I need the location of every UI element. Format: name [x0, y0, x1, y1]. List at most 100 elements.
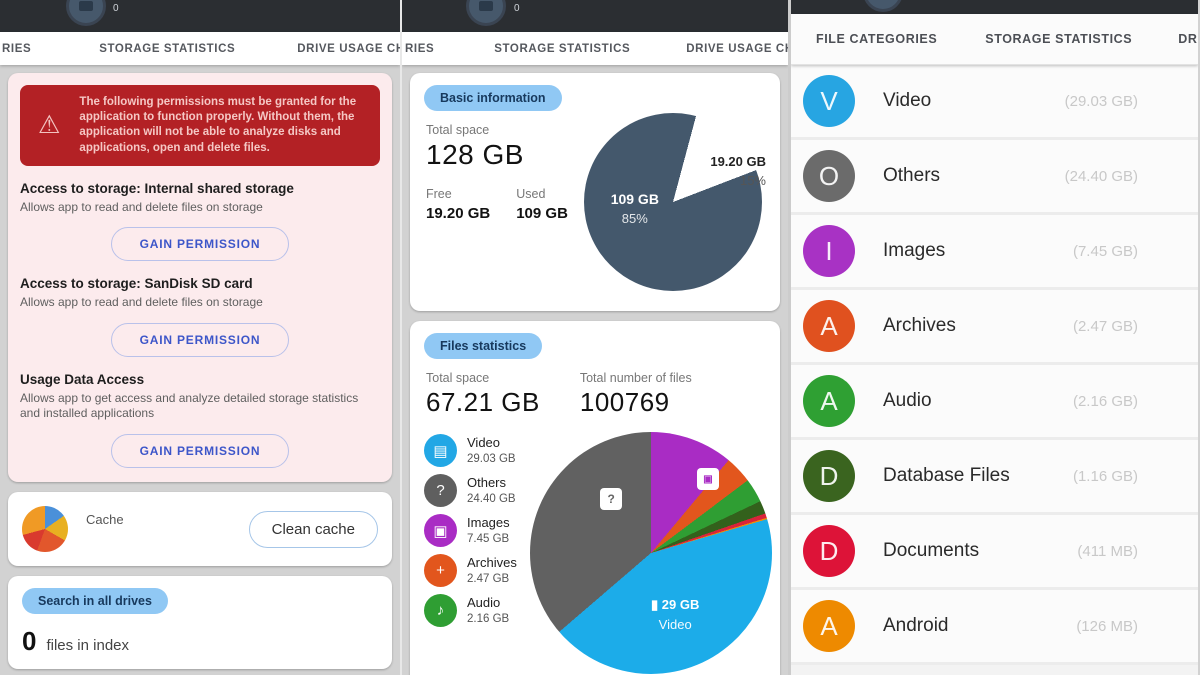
status-bar: [791, 0, 1198, 14]
tab-file-categories[interactable]: RIES: [405, 42, 435, 55]
list-item-documents[interactable]: D Documents (411 MB): [791, 515, 1198, 590]
tab-storage-statistics[interactable]: STORAGE STATISTICS: [985, 32, 1133, 46]
list-item-video[interactable]: V Video (29.03 GB): [791, 65, 1198, 140]
permission-section-internal: Access to storage: Internal shared stora…: [20, 181, 380, 262]
others-icon: ?: [424, 474, 457, 507]
tab-drive-usage-chart[interactable]: DRIVE USAGE CHART: [297, 42, 400, 55]
permissions-card: ⚠ The following permissions must be gran…: [8, 73, 392, 483]
basic-information-chip: Basic information: [424, 85, 562, 111]
tab-storage-statistics[interactable]: STORAGE STATISTICS: [99, 42, 236, 55]
app-badge-icon: [466, 0, 506, 26]
statistics-content: Basic information Total space 128 GB Fre…: [402, 65, 788, 675]
category-list: V Video (29.03 GB) O Others (24.40 GB) I…: [791, 65, 1198, 665]
legend-item-others: ? Others 24.40 GB: [424, 474, 528, 507]
panel-permissions: 0 RIES STORAGE STATISTICS DRIVE USAGE CH…: [0, 0, 400, 675]
used-label: Used: [516, 187, 546, 201]
audio-icon: ♪: [424, 594, 457, 627]
fs-total-space-label: Total space: [426, 371, 490, 385]
fs-total-space-value: 67.21 GB: [426, 387, 540, 417]
free-label: Free: [426, 187, 452, 201]
archives-icon: +: [424, 554, 457, 587]
free-value: 19.20 GB: [426, 205, 491, 222]
gain-permission-button-sdcard[interactable]: GAIN PERMISSION: [110, 322, 290, 357]
status-bar: 0: [0, 0, 400, 32]
list-item-archives[interactable]: A Archives (2.47 GB): [791, 290, 1198, 365]
gain-permission-button-internal[interactable]: GAIN PERMISSION: [110, 227, 290, 262]
total-space-value: 128 GB: [426, 139, 524, 170]
list-item-android[interactable]: A Android (126 MB): [791, 590, 1198, 665]
pie-others-icon: ?: [600, 487, 623, 510]
permission-desc: Allows app to read and delete files on s…: [20, 199, 263, 214]
files-categories-pie-chart: ? ▣ ▮ 29 GB Video: [530, 432, 772, 674]
permission-desc: Allows app to get access and analyze det…: [20, 390, 359, 421]
warning-triangle-icon: ⚠: [38, 110, 61, 139]
tab-drive-usage-chart[interactable]: DRIVE USAGE CHART: [686, 42, 788, 55]
tab-file-categories[interactable]: RIES: [2, 42, 32, 55]
basic-information-card: Basic information Total space 128 GB Fre…: [410, 73, 780, 311]
tab-drive-usage-chart[interactable]: DRIVE US: [1178, 32, 1198, 46]
legend-item-video: ▤ Video 29.03 GB: [424, 434, 528, 467]
badge-count: 0: [514, 3, 520, 14]
files-in-index-label: files in index: [46, 637, 130, 655]
pie-images-icon: ▣: [696, 468, 719, 491]
fs-total-files-value: 100769: [579, 387, 670, 417]
permission-section-sdcard: Access to storage: SanDisk SD card Allow…: [20, 276, 380, 357]
panel-storage-statistics: 0 RIES STORAGE STATISTICS DRIVE USAGE CH…: [400, 0, 788, 675]
legend-item-archives: + Archives 2.47 GB: [424, 554, 528, 587]
pie-video-label: ▮ 29 GB Video: [651, 596, 700, 632]
tab-bar: RIES STORAGE STATISTICS DRIVE USAGE CHAR…: [402, 32, 788, 65]
panel-file-categories: FILE CATEGORIES STORAGE STATISTICS DRIVE…: [788, 0, 1198, 675]
cache-card: Cache Clean cache: [8, 492, 392, 567]
avatar: O: [803, 150, 855, 202]
permission-title: Usage Data Access: [20, 371, 145, 387]
pie-free-label: 19.20 GB 15%: [710, 153, 766, 188]
category-legend: ▤ Video 29.03 GB ? Others 24.40 GB ▣ Image…: [424, 428, 528, 674]
avatar: A: [803, 600, 855, 652]
permissions-content: ⚠ The following permissions must be gran…: [0, 65, 400, 675]
badge-count: 0: [113, 3, 119, 14]
avatar: V: [803, 75, 855, 127]
list-item-audio[interactable]: A Audio (2.16 GB): [791, 365, 1198, 440]
avatar: D: [803, 525, 855, 577]
files-in-index-count: 0: [22, 626, 37, 657]
legend-item-audio: ♪ Audio 2.16 GB: [424, 594, 528, 627]
search-all-drives-chip[interactable]: Search in all drives: [22, 588, 168, 615]
gain-permission-button-usage[interactable]: GAIN PERMISSION: [110, 434, 290, 469]
tab-bar: FILE CATEGORIES STORAGE STATISTICS DRIVE…: [791, 14, 1198, 65]
avatar: A: [803, 375, 855, 427]
permission-title: Access to storage: SanDisk SD card: [20, 276, 253, 292]
clean-cache-button[interactable]: Clean cache: [248, 510, 378, 548]
files-statistics-card: Files statistics Total space 67.21 GB To…: [410, 321, 780, 675]
basic-info-stats: Total space 128 GB Free 19.20 GB Used 10…: [426, 123, 576, 291]
list-item-others[interactable]: O Others (24.40 GB): [791, 140, 1198, 215]
tab-bar: RIES STORAGE STATISTICS DRIVE USAGE CHAR…: [0, 32, 400, 65]
used-value: 109 GB: [516, 205, 568, 222]
list-item-images[interactable]: I Images (7.45 GB): [791, 215, 1198, 290]
pie-used-label: 109 GB 85%: [610, 191, 659, 227]
warning-text: The following permissions must be grante…: [79, 96, 357, 154]
avatar: A: [803, 300, 855, 352]
permission-title: Access to storage: Internal shared stora…: [20, 180, 294, 196]
status-bar: 0: [402, 0, 788, 32]
list-item-database-files[interactable]: D Database Files (1.16 GB): [791, 440, 1198, 515]
cache-label: Cache: [86, 512, 124, 528]
total-space-label: Total space: [426, 123, 490, 137]
app-badge-icon: [863, 0, 903, 12]
tab-storage-statistics[interactable]: STORAGE STATISTICS: [494, 42, 631, 55]
tab-file-categories[interactable]: FILE CATEGORIES: [816, 32, 938, 46]
avatar: I: [803, 225, 855, 277]
drive-usage-pie-chart: 19.20 GB 15% 109 GB 85%: [584, 113, 766, 291]
permission-section-usage-data: Usage Data Access Allows app to get acce…: [20, 371, 380, 469]
search-card: Search in all drives 0 files in index: [8, 576, 392, 670]
images-icon: ▣: [424, 514, 457, 547]
permissions-warning: ⚠ The following permissions must be gran…: [20, 85, 380, 166]
avatar: D: [803, 450, 855, 502]
files-statistics-chip: Files statistics: [424, 333, 543, 359]
cache-app-icon: [22, 506, 68, 553]
app-badge-icon: [66, 0, 106, 26]
permission-desc: Allows app to read and delete files on s…: [20, 295, 263, 310]
fs-total-files-label: Total number of files: [579, 371, 692, 385]
video-icon: ▤: [424, 434, 457, 467]
legend-item-images: ▣ Images 7.45 GB: [424, 514, 528, 547]
